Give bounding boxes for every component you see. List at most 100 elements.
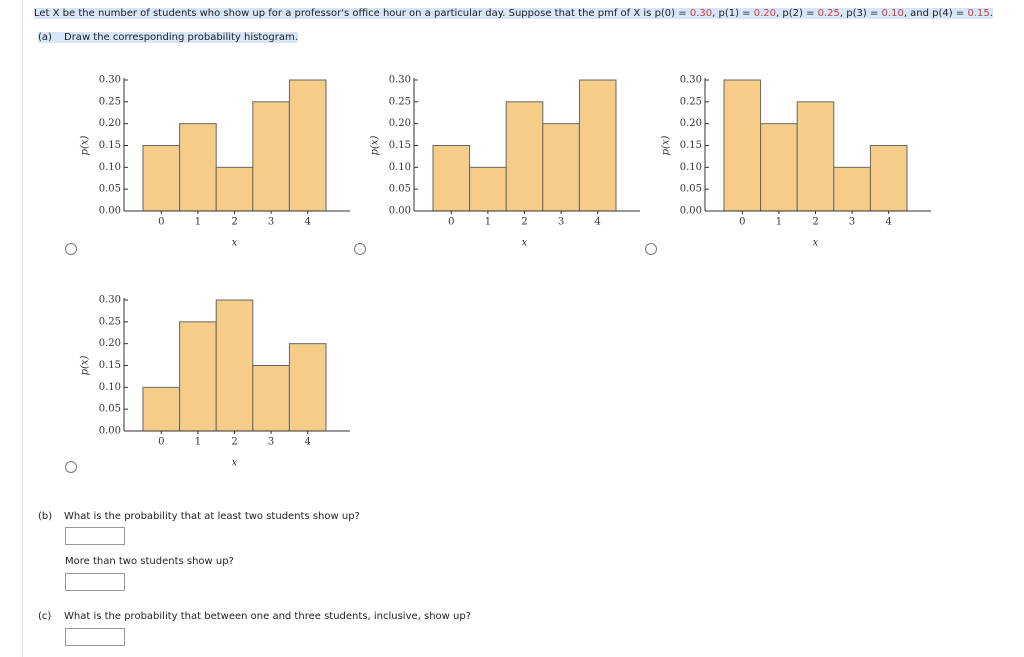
intro: Let X be the number of students who show… — [34, 8, 993, 19]
term-name: p(3) = — [846, 8, 879, 19]
x-axis-label: x — [522, 238, 528, 249]
x-tick-label: 4 — [305, 437, 311, 448]
bar — [469, 166, 507, 212]
y-tick-label: 0.00 — [99, 206, 121, 217]
bar — [142, 145, 181, 212]
x-tick-label: 1 — [776, 217, 782, 228]
y-tick-label: 0.05 — [99, 404, 121, 415]
y-axis-label: p(x) — [370, 135, 381, 155]
x-tick-label: 4 — [305, 217, 311, 228]
y-tick-label: 0.15 — [680, 140, 702, 151]
y-tick-label: 0.25 — [389, 96, 411, 107]
y-tick-label: 0.25 — [99, 316, 121, 327]
y-tick-label: 0.10 — [99, 162, 121, 173]
y-tick-label: 0.30 — [389, 75, 411, 86]
followup: More than two students show up? — [65, 556, 234, 567]
x-axis-label: x — [232, 458, 238, 469]
charts: 0 1 2 3 4 0.00 0.05 0.10 0.15 0.20 0.25 0.30 x p(x) 0 1… — [80, 75, 931, 469]
y-tick-label: 0.00 — [99, 426, 121, 437]
x-tick-label: 2 — [231, 217, 237, 228]
bar — [179, 321, 217, 432]
bar — [252, 101, 290, 212]
part-text: What is the probability that between one… — [64, 611, 472, 622]
left-border — [22, 0, 23, 657]
bar — [869, 145, 908, 212]
x-tick-label: 3 — [849, 217, 855, 228]
x-tick-label: 1 — [195, 437, 201, 448]
y-axis-label: p(x) — [80, 355, 91, 375]
intro-lead: Let X be the number of students who show… — [34, 8, 652, 19]
x-tick-label: 0 — [158, 217, 164, 228]
x-tick-label: 1 — [485, 217, 491, 228]
y-tick-label: 0.30 — [680, 75, 702, 86]
x-axis-label: x — [232, 238, 238, 249]
term-name: p(0) = — [654, 8, 687, 19]
term-value: 0.30 — [689, 8, 713, 19]
term-name: p(4) = — [932, 8, 965, 19]
bar — [179, 123, 217, 212]
x-tick-label: 0 — [448, 217, 454, 228]
y-axis-label: p(x) — [80, 135, 91, 155]
bar — [723, 79, 762, 212]
end: . — [989, 8, 993, 19]
answer-input[interactable] — [65, 527, 125, 545]
separator: , — [776, 8, 780, 19]
answer-input[interactable] — [65, 628, 125, 646]
bar — [432, 145, 471, 212]
x-tick-label: 3 — [268, 217, 274, 228]
term-name: p(1) = — [718, 8, 751, 19]
y-tick-label: 0.20 — [389, 118, 411, 129]
term-value: 0.10 — [881, 8, 904, 19]
bar — [252, 365, 290, 432]
y-tick-label: 0.10 — [99, 382, 121, 393]
bar — [215, 166, 254, 212]
x-tick-label: 2 — [231, 437, 237, 448]
radio[interactable] — [65, 461, 77, 473]
bar — [542, 123, 580, 212]
y-tick-label: 0.20 — [99, 338, 121, 349]
part-a: (a) Draw the corresponding probability hi… — [38, 32, 298, 43]
bar — [215, 299, 254, 432]
separator: , — [839, 8, 844, 19]
y-tick-label: 0.00 — [389, 206, 411, 217]
radio[interactable] — [645, 243, 657, 255]
bar — [833, 166, 871, 212]
radio[interactable] — [65, 243, 77, 255]
part-label: (c) — [38, 611, 52, 622]
y-tick-label: 0.20 — [99, 118, 121, 129]
bar — [288, 79, 327, 212]
x-tick-label: 4 — [595, 217, 601, 228]
x-tick-label: 2 — [521, 217, 527, 228]
y-tick-label: 0.15 — [389, 140, 411, 151]
bar — [505, 101, 544, 212]
bar — [796, 101, 835, 212]
y-tick-label: 0.10 — [680, 162, 702, 173]
bar — [578, 79, 617, 212]
separator: , — [712, 8, 716, 19]
x-tick-label: 0 — [158, 437, 164, 448]
part-text: What is the probability that at least tw… — [64, 511, 360, 522]
answer-input[interactable] — [65, 573, 125, 591]
term-value: 0.20 — [753, 8, 776, 19]
part-b: (b) What is the probability that at least… — [38, 511, 360, 522]
y-tick-label: 0.25 — [680, 96, 702, 107]
y-tick-label: 0.25 — [99, 96, 121, 107]
bar — [142, 386, 181, 432]
y-tick-label: 0.10 — [389, 162, 411, 173]
part-c: (c) What is the probability that between … — [38, 611, 471, 622]
term-name: p(2) = — [782, 8, 815, 19]
y-tick-label: 0.05 — [389, 184, 411, 195]
y-tick-label: 0.00 — [680, 206, 702, 217]
y-tick-label: 0.05 — [680, 184, 702, 195]
y-tick-label: 0.30 — [99, 75, 121, 86]
radio[interactable] — [354, 243, 366, 255]
y-tick-label: 0.30 — [99, 295, 121, 306]
y-tick-label: 0.20 — [680, 118, 702, 129]
x-tick-label: 4 — [886, 217, 892, 228]
part-label: (b) — [38, 511, 53, 522]
term-value: 0.25 — [817, 8, 840, 19]
part-text: Draw the corresponding probability histo… — [64, 32, 298, 43]
y-tick-label: 0.15 — [99, 140, 121, 151]
x-tick-label: 3 — [268, 437, 274, 448]
